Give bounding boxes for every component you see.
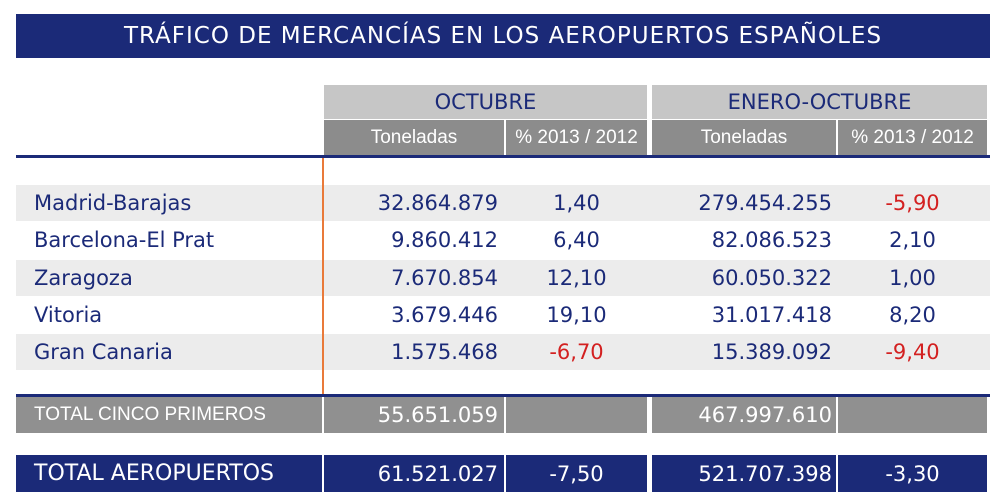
total-airports-ytd-cell	[652, 455, 836, 492]
row-stripe	[16, 260, 990, 296]
total-five-oct-pct-cell	[506, 397, 647, 433]
ytd-tons: 82.086.523	[711, 228, 832, 252]
header-ytd-toneladas: Toneladas	[652, 120, 836, 155]
oct-tons: 9.860.412	[391, 228, 498, 252]
oct-pct: 6,40	[553, 228, 600, 252]
ytd-tons: 279.454.255	[698, 191, 832, 215]
header-oct-percent: % 2013 / 2012	[506, 120, 647, 155]
header-group-enero-octubre: ENERO-OCTUBRE	[652, 85, 987, 119]
ytd-pct: -5,90	[885, 191, 940, 215]
ytd-tons: 31.017.418	[711, 303, 832, 327]
total-five-rule	[16, 394, 990, 397]
header-group-octubre: OCTUBRE	[324, 85, 647, 119]
total-five-label: TOTAL CINCO PRIMEROS	[34, 404, 266, 425]
oct-pct: 12,10	[546, 266, 607, 290]
ytd-pct: 2,10	[889, 228, 936, 252]
total-five-label-cell: TOTAL CINCO PRIMEROS	[16, 397, 322, 433]
ytd-pct: 1,00	[889, 266, 936, 290]
header-ytd-percent: % 2013 / 2012	[838, 120, 987, 155]
header-rule	[16, 155, 990, 158]
airport-name: Vitoria	[34, 303, 103, 327]
airport-name: Barcelona-El Prat	[34, 228, 215, 252]
column-divider	[322, 158, 324, 394]
airport-name: Zaragoza	[34, 266, 133, 290]
header-oct-toneladas: Toneladas	[324, 120, 504, 155]
total-airports-label-cell: TOTAL AEROPUERTOS	[16, 455, 322, 492]
oct-pct: -6,70	[549, 340, 604, 364]
row-stripe	[16, 185, 990, 221]
row-stripe	[16, 334, 990, 370]
total-five-ytd-tons: 467.997.610	[698, 403, 832, 427]
total-five-oct-tons: 55.651.059	[377, 403, 498, 427]
oct-tons: 32.864.879	[377, 191, 498, 215]
ytd-pct: 8,20	[889, 303, 936, 327]
total-airports-oct-pct: -7,50	[549, 461, 604, 486]
airport-name: Madrid-Barajas	[34, 191, 192, 215]
total-airports-oct-pct-cell	[506, 455, 647, 492]
oct-tons: 1.575.468	[391, 340, 498, 364]
total-five-oct-cell	[324, 397, 504, 433]
total-airports-label: TOTAL AEROPUERTOS	[34, 461, 275, 486]
airport-name: Gran Canaria	[34, 340, 173, 364]
table-title: TRÁFICO DE MERCANCÍAS EN LOS AEROPUERTOS…	[16, 14, 990, 58]
ytd-tons: 60.050.322	[711, 266, 832, 290]
total-five-ytd-pct-cell	[838, 397, 987, 433]
ytd-pct: -9,40	[885, 340, 940, 364]
oct-pct: 19,10	[546, 303, 607, 327]
oct-tons: 7.670.854	[391, 266, 498, 290]
total-airports-oct-tons: 61.521.027	[377, 461, 498, 486]
total-airports-oct-cell	[324, 455, 504, 492]
ytd-tons: 15.389.092	[711, 340, 832, 364]
total-airports-ytd-pct-cell	[838, 455, 987, 492]
total-airports-ytd-pct: -3,30	[885, 461, 940, 486]
total-five-ytd-cell	[652, 397, 836, 433]
oct-tons: 3.679.446	[391, 303, 498, 327]
oct-pct: 1,40	[553, 191, 600, 215]
total-airports-ytd-tons: 521.707.398	[698, 461, 832, 486]
